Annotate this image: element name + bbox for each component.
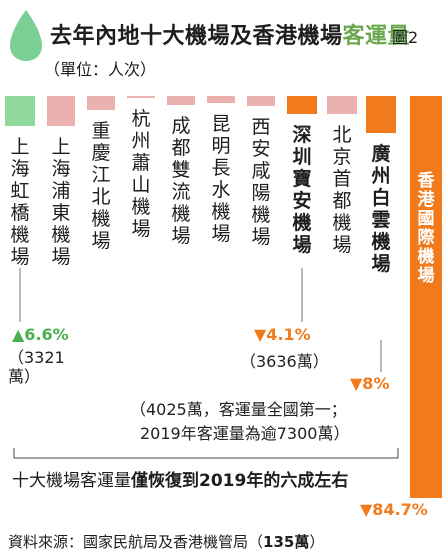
bar-7: [287, 96, 317, 114]
source-note: 資料來源：國家民航局及香港機管局（135萬）: [8, 533, 325, 551]
bar-label-6: 西安咸陽機場: [251, 116, 271, 248]
figure-number: 圖2: [392, 28, 419, 47]
summary-bold: 僅恢復到2019年的六成左右: [131, 471, 349, 491]
bar-4: [167, 96, 195, 105]
droplet-logo-icon: [10, 10, 42, 61]
bar-0: [5, 96, 35, 126]
bar-label-2: 重慶江北機場: [91, 120, 111, 252]
guangzhou-change-label: ▼8%: [350, 374, 390, 393]
guangzhou-note-1: （4025萬，客運量全國第一；: [130, 400, 347, 419]
hongqiao-change-label: ▲6.6%: [12, 325, 69, 344]
bar-label-7: 深圳寶安機場: [292, 124, 312, 256]
bar-2: [87, 96, 115, 110]
shenzhen-change-label: ▼4.1%: [254, 325, 311, 344]
header: 去年內地十大機場及香港機場客運量 圖2 （單位：人次）: [0, 0, 448, 92]
source-bold: 135萬: [263, 533, 310, 551]
leader-lines: [13, 268, 399, 459]
bar-label-4: 成都雙流機場: [171, 115, 191, 247]
hongqiao-value-label: （3321萬）: [8, 348, 65, 386]
bar-label-10: 香港國際機場: [417, 171, 435, 286]
bars-group: [5, 96, 442, 498]
bar-label-3: 杭州蕭山機場: [131, 108, 151, 240]
bar-6: [247, 96, 275, 106]
bar-9: [366, 96, 396, 133]
unit-label: （單位：人次）: [44, 60, 157, 79]
title-accent: 客運量: [342, 24, 411, 49]
shenzhen-value-label: （3636萬）: [240, 352, 329, 371]
guangzhou-note-2: 2019年客運量為逾7300萬）: [140, 424, 350, 443]
bar-label-8: 北京首都機場: [332, 124, 352, 256]
bar-1: [47, 96, 75, 126]
bar-5: [207, 96, 235, 103]
summary-text: 十大機場客運量僅恢復到2019年的六成左右: [12, 471, 349, 491]
chart-title: 去年內地十大機場及香港機場客運量: [50, 24, 411, 49]
bar-3: [127, 96, 155, 98]
bar-label-5: 昆明長水機場: [211, 113, 231, 245]
bar-8: [327, 96, 357, 114]
hongkong-change-label: ▼84.7%: [360, 500, 428, 519]
bar-label-1: 上海浦東機場: [51, 136, 71, 268]
bar-label-9: 廣州白雲機場: [371, 143, 391, 275]
bar-label-0: 上海虹橋機場: [10, 136, 30, 268]
bar-10: [410, 96, 442, 498]
